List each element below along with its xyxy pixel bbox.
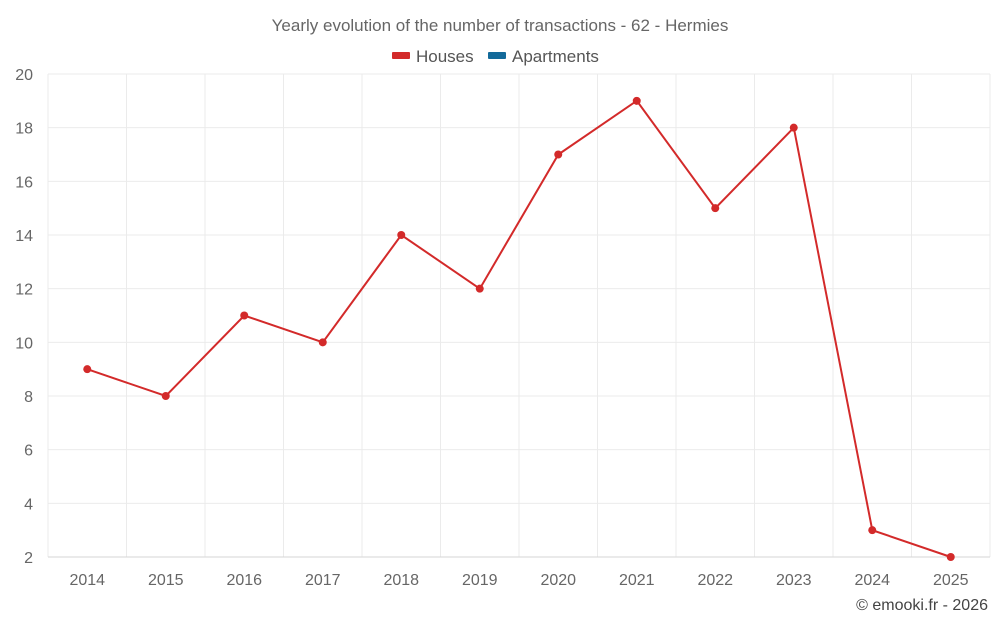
- gridlines: [47, 73, 991, 557]
- x-tick-label: 2021: [619, 572, 655, 589]
- y-tick-label: 10: [15, 335, 33, 352]
- y-tick-label: 18: [15, 121, 33, 138]
- data-point-houses[interactable]: [475, 284, 484, 293]
- y-tick-label: 4: [24, 496, 33, 513]
- data-point-houses[interactable]: [789, 123, 798, 132]
- legend-swatch-houses[interactable]: [392, 52, 410, 59]
- series-line-houses: [86, 99, 952, 558]
- series-layer: [83, 96, 955, 561]
- x-tick-label: 2018: [383, 572, 419, 589]
- data-point-houses[interactable]: [946, 553, 955, 561]
- x-tick-label: 2014: [69, 572, 105, 589]
- y-tick-label: 16: [15, 174, 33, 191]
- x-axis-ticks: 2014 2015 2016 2017 2018 2019 2020 2021 2022 2023…: [69, 572, 968, 589]
- y-tick-label: 14: [15, 228, 33, 245]
- legend-swatch-apartments[interactable]: [488, 52, 506, 59]
- data-point-houses[interactable]: [868, 526, 877, 535]
- legend-label-houses[interactable]: Houses: [416, 47, 474, 66]
- x-tick-label: 2017: [305, 572, 341, 589]
- data-point-houses[interactable]: [632, 96, 641, 105]
- y-tick-label: 8: [24, 389, 33, 406]
- y-tick-label: 12: [15, 282, 33, 299]
- x-tick-label: 2024: [854, 572, 890, 589]
- data-point-houses[interactable]: [318, 338, 327, 347]
- x-tick-label: 2022: [697, 572, 733, 589]
- data-point-houses[interactable]: [240, 311, 249, 320]
- data-point-houses[interactable]: [397, 231, 406, 239]
- chart-title: Yearly evolution of the number of transa…: [272, 16, 729, 35]
- data-point-houses[interactable]: [161, 392, 170, 400]
- data-point-houses[interactable]: [711, 204, 720, 213]
- x-tick-label: 2019: [462, 572, 498, 589]
- x-tick-label: 2020: [540, 572, 576, 589]
- y-tick-label: 20: [15, 67, 33, 84]
- y-tick-label: 2: [24, 550, 33, 567]
- x-tick-label: 2015: [148, 572, 184, 589]
- x-tick-label: 2016: [226, 572, 262, 589]
- legend-label-apartments[interactable]: Apartments: [512, 47, 599, 66]
- y-tick-label: 6: [24, 443, 33, 460]
- data-point-houses[interactable]: [83, 365, 92, 374]
- y-axis-ticks: 2 4 6 8 10 12 14 16 18 20: [15, 67, 33, 567]
- legend: Houses Apartments: [392, 47, 599, 66]
- data-point-houses[interactable]: [554, 150, 563, 159]
- credit-text: © emooki.fr - 2026: [856, 597, 988, 614]
- x-tick-label: 2025: [933, 572, 969, 589]
- x-tick-label: 2023: [776, 572, 812, 589]
